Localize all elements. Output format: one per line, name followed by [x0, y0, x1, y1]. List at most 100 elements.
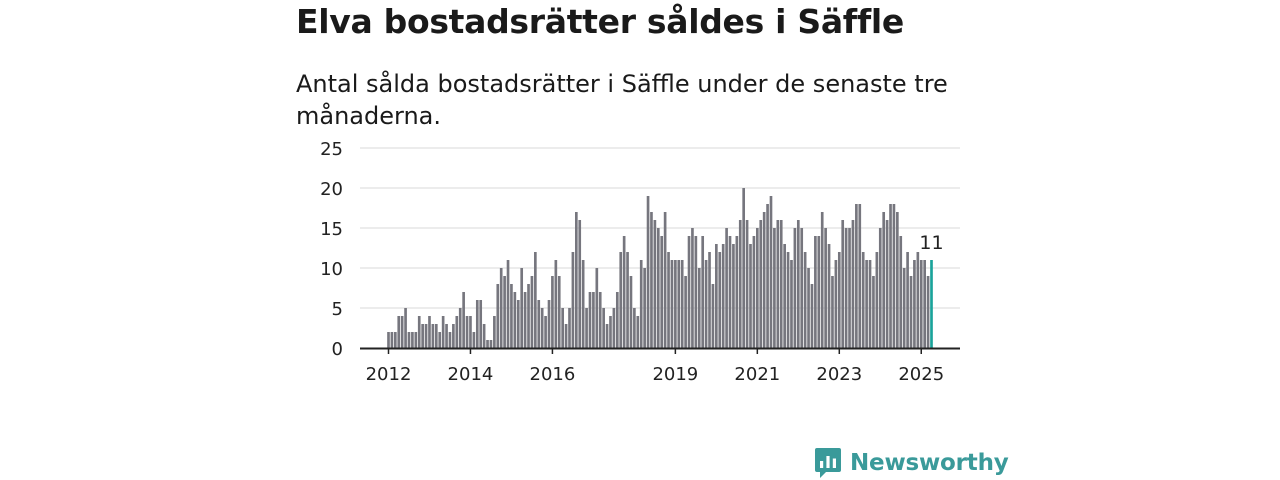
bar	[820, 212, 824, 348]
bar	[479, 300, 483, 348]
x-tick-label: 2014	[448, 364, 494, 385]
bar	[578, 220, 582, 348]
bar	[725, 228, 728, 348]
bar	[472, 332, 476, 348]
bar	[510, 284, 513, 348]
bar	[602, 308, 605, 348]
x-tick-label: 2019	[652, 364, 698, 385]
bar	[889, 204, 892, 348]
bar	[609, 316, 612, 348]
bar	[773, 228, 776, 348]
bar	[749, 244, 752, 348]
bar	[851, 220, 855, 348]
bar	[803, 252, 807, 348]
bar	[441, 316, 445, 348]
bar	[639, 260, 643, 348]
y-tick-label: 20	[320, 179, 343, 200]
bar	[916, 252, 920, 348]
bar	[831, 276, 834, 348]
bar	[677, 260, 681, 348]
bar	[513, 292, 517, 348]
bar	[807, 268, 810, 348]
bar	[486, 340, 489, 348]
bar	[516, 300, 520, 348]
bar	[708, 252, 711, 348]
brand-logo: Newsworthy	[814, 446, 1009, 480]
bar	[527, 284, 530, 348]
bar	[872, 276, 875, 348]
bar	[841, 220, 845, 348]
bar	[407, 332, 411, 348]
bar	[506, 260, 510, 348]
bar	[458, 308, 462, 348]
bar	[438, 332, 442, 348]
bar	[629, 276, 633, 348]
bar	[489, 340, 493, 348]
bar	[417, 316, 421, 348]
bar	[404, 308, 407, 348]
bar	[612, 308, 616, 348]
bar	[718, 252, 722, 348]
bar	[646, 196, 650, 348]
bar	[926, 276, 930, 348]
bar	[817, 236, 821, 348]
bar	[520, 268, 524, 348]
bar	[496, 284, 500, 348]
bar	[732, 244, 735, 348]
bar	[633, 308, 636, 348]
bar	[766, 204, 769, 348]
bar	[598, 292, 602, 348]
bar	[834, 260, 838, 348]
bar	[892, 204, 896, 348]
bar	[421, 324, 424, 348]
x-tick-label: 2012	[366, 364, 412, 385]
bar	[728, 236, 732, 348]
bar	[448, 332, 452, 348]
bar	[865, 260, 868, 348]
bar	[462, 292, 465, 348]
bar	[769, 196, 773, 348]
bar	[885, 220, 889, 348]
bar	[605, 324, 609, 348]
bar	[534, 252, 537, 348]
bar	[711, 284, 715, 348]
bar	[902, 268, 906, 348]
bar	[800, 228, 804, 348]
bar	[667, 252, 670, 348]
bar	[650, 212, 653, 348]
bar	[619, 252, 623, 348]
bar	[742, 188, 745, 348]
bar	[636, 316, 640, 348]
bar	[783, 244, 786, 348]
bar	[827, 244, 831, 348]
bar	[588, 292, 592, 348]
y-tick-label: 25	[320, 139, 343, 160]
bar	[745, 220, 749, 348]
bar	[411, 332, 414, 348]
bar	[779, 220, 783, 348]
bar	[397, 316, 401, 348]
x-tick-label: 2025	[898, 364, 944, 385]
data-labels: 11	[919, 232, 943, 254]
bar	[424, 324, 428, 348]
bar	[414, 332, 418, 348]
bar	[762, 212, 766, 348]
bar	[684, 276, 687, 348]
bar	[875, 252, 879, 348]
bars	[387, 188, 933, 348]
bar	[615, 292, 619, 348]
bar	[626, 252, 629, 348]
bar	[643, 268, 646, 348]
bar	[561, 308, 564, 348]
bar	[551, 276, 554, 348]
bar	[790, 260, 793, 348]
bar	[660, 236, 664, 348]
bar	[694, 236, 698, 348]
bar	[475, 300, 479, 348]
bar	[431, 324, 435, 348]
bar	[882, 212, 886, 348]
bar	[595, 268, 599, 348]
bar	[530, 276, 534, 348]
